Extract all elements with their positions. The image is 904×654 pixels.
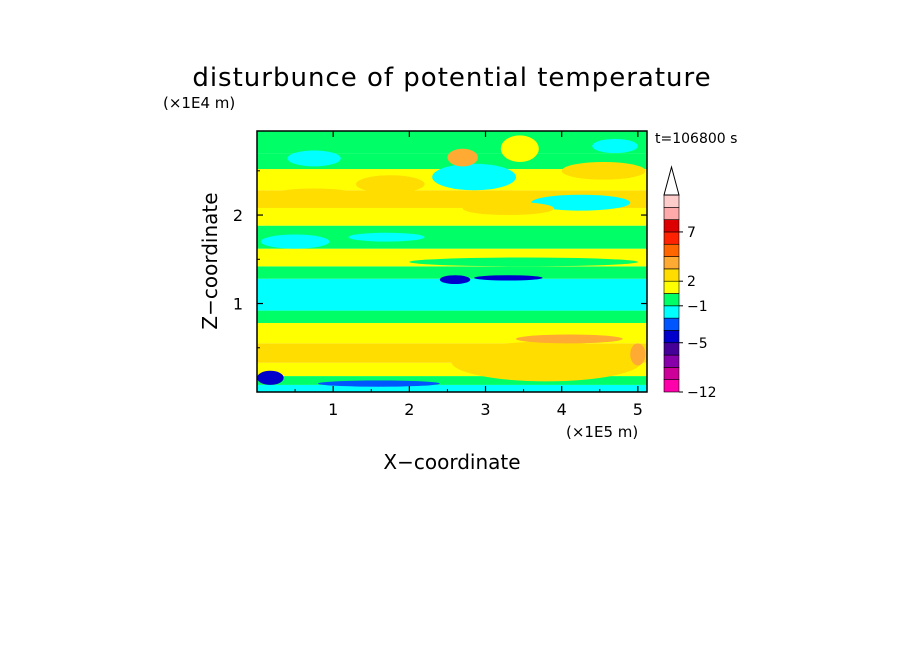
x-unit-label: (×1E5 m) xyxy=(566,423,638,441)
plot-area xyxy=(257,131,647,392)
colorbar-swatch-6 xyxy=(663,305,680,319)
field-patch-8 xyxy=(260,234,330,249)
y-tick-label-0: 1 xyxy=(233,295,243,314)
x-axis: 1 2 3 4 5 xyxy=(294,131,643,419)
colorbar-label-2: −1 xyxy=(687,299,708,315)
plot-frame xyxy=(256,130,648,393)
field-patch-7 xyxy=(531,194,631,211)
field-patch-12 xyxy=(462,201,555,216)
field-patch-6 xyxy=(432,163,516,191)
colorbar-label-4: 7 xyxy=(687,225,696,241)
colorbar-swatch-0 xyxy=(663,379,680,393)
colorbar-swatch-2 xyxy=(663,354,680,368)
colorbar-swatch-10 xyxy=(663,256,680,270)
colorbar-swatch-1 xyxy=(663,367,680,380)
x-tick-label-1: 2 xyxy=(404,400,414,419)
field-patch-13 xyxy=(451,341,642,382)
x-tick-label-0: 1 xyxy=(328,400,338,419)
field-patch-21 xyxy=(561,161,646,180)
field-patch-9 xyxy=(348,232,425,242)
colorbar-swatch-13 xyxy=(663,219,680,233)
colorbar-extend-arrow xyxy=(663,165,680,196)
colorbar-swatch-3 xyxy=(663,342,680,356)
field-patch-3 xyxy=(474,275,543,281)
colorbar-swatch-14 xyxy=(663,207,680,220)
field-patch-1 xyxy=(317,380,440,387)
field-band-5 xyxy=(257,310,647,323)
colorbar: −12−5−127 xyxy=(663,165,717,401)
y-tick-label-1: 2 xyxy=(233,206,243,225)
y-axis: 12 xyxy=(233,170,647,349)
x-axis-label: X−coordinate xyxy=(383,450,520,474)
colorbar-swatch-7 xyxy=(663,293,680,307)
field-patch-16 xyxy=(447,148,478,167)
chart-title: disturbunce of potential temperature xyxy=(192,63,711,93)
colorbar-label-1: −5 xyxy=(687,336,708,352)
field-patch-20 xyxy=(409,257,638,267)
field-patch-18 xyxy=(630,343,646,366)
colorbar-swatch-8 xyxy=(663,280,680,294)
field-band-9 xyxy=(257,225,647,249)
field-band-1 xyxy=(257,376,647,385)
y-unit-label: (×1E4 m) xyxy=(163,94,235,112)
x-tick-label-3: 4 xyxy=(557,400,567,419)
field-patch-17 xyxy=(515,334,623,344)
field-band-7 xyxy=(257,266,647,279)
field-band-0 xyxy=(257,384,647,392)
colorbar-swatch-4 xyxy=(663,330,680,344)
colorbar-swatch-5 xyxy=(663,317,680,331)
field-patch-0 xyxy=(257,370,284,385)
field-patch-5 xyxy=(287,150,341,167)
x-tick-label-4: 5 xyxy=(633,400,643,419)
field-patch-2 xyxy=(439,275,471,285)
field-band-10 xyxy=(257,207,647,226)
colorbar-swatch-12 xyxy=(663,231,680,245)
field-band-14 xyxy=(257,131,647,154)
field-patch-11 xyxy=(264,188,364,207)
field-patch-14 xyxy=(264,345,433,357)
colorbar-swatch-11 xyxy=(663,243,680,257)
field-patch-10 xyxy=(592,138,638,154)
field-patch-19 xyxy=(257,290,647,300)
colorbar-label-3: 2 xyxy=(687,274,696,290)
colorbar-swatch-15 xyxy=(663,194,680,208)
time-label: t=106800 s xyxy=(655,131,737,147)
colorbar-swatch-9 xyxy=(663,268,680,282)
field-patch-15 xyxy=(356,175,425,193)
x-tick-label-2: 3 xyxy=(480,400,490,419)
y-axis-label: Z−coordinate xyxy=(198,192,222,329)
colorbar-label-0: −12 xyxy=(687,385,717,401)
field-patch-22 xyxy=(500,135,539,162)
